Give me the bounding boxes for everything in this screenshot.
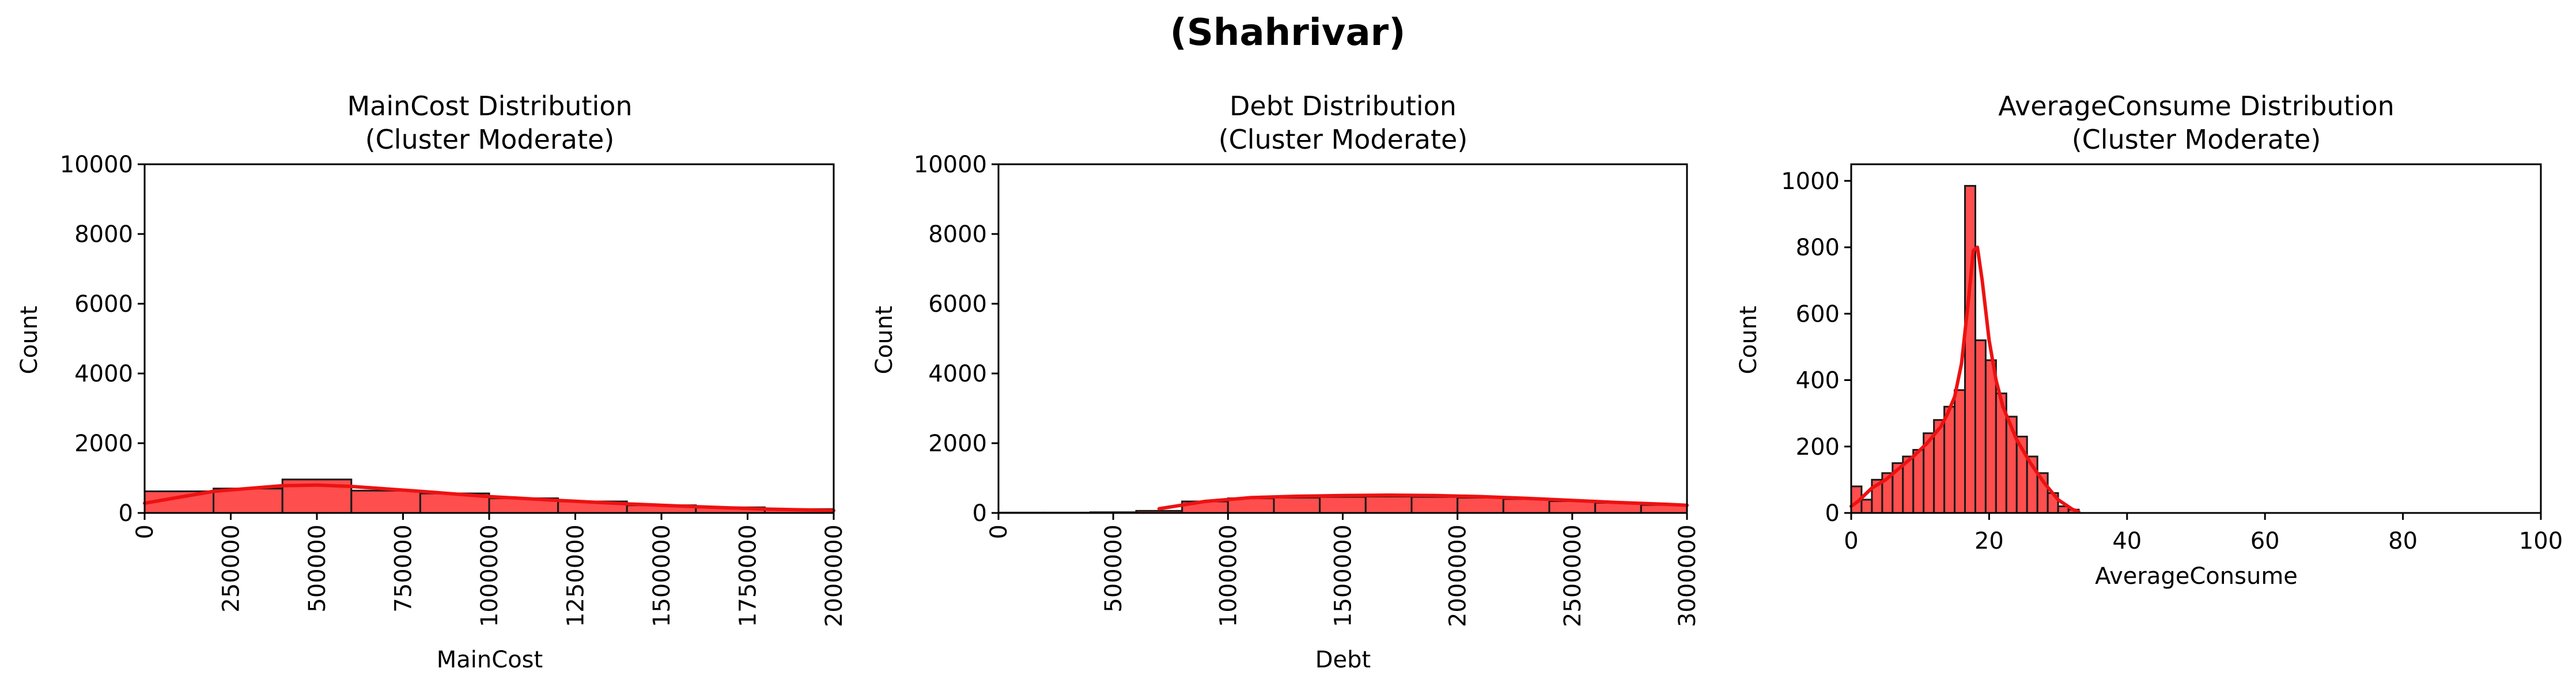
debt-bar [1319, 496, 1367, 514]
debt-xtick-label: 2500000 [1560, 524, 1586, 627]
panel-debt-ylabel: Count [871, 306, 898, 375]
panel-averageconsume-title-line2: (Cluster Moderate) [2072, 124, 2321, 155]
maincost-xtick-label: 1000000 [476, 524, 503, 627]
maincost-xtick-label: 1250000 [563, 524, 589, 627]
averageconsume-axes-frame [1850, 163, 2542, 514]
debt-kde-line [1157, 493, 1689, 511]
averageconsume-xtick-label: 80 [2388, 528, 2418, 554]
averageconsume-xtick-label: 20 [1974, 528, 2004, 554]
maincost-xtick-label: 750000 [391, 524, 417, 613]
debt-bar [1548, 500, 1597, 514]
maincost-ytick-label: 2000 [74, 431, 133, 457]
debt-bar [1502, 498, 1550, 514]
averageconsume-xtick-label: 60 [2250, 528, 2280, 554]
averageconsume-bar [1954, 389, 1966, 514]
maincost-xtick-label: 2000000 [821, 524, 848, 627]
panel-debt: Debt Distribution (Cluster Moderate) 0 20… [871, 90, 1701, 673]
maincost-xtick-label: 250000 [218, 524, 245, 613]
panel-maincost-plot-area: 0 2000 4000 6000 8000 10000 0 250000 500000 75000… [60, 152, 848, 627]
debt-bar [1273, 496, 1321, 514]
averageconsume-xtick-label: 40 [2112, 528, 2142, 554]
maincost-xtick-label: 1750000 [735, 524, 762, 627]
panel-maincost-xlabel: MainCost [437, 647, 543, 673]
debt-bar [1457, 496, 1504, 514]
maincost-bar [350, 489, 421, 514]
panel-maincost-ylabel: Count [16, 306, 43, 375]
averageconsume-xtick-label: 0 [1844, 528, 1858, 554]
averageconsume-ytick-label: 200 [1796, 434, 1840, 460]
panel-debt-title-line2: (Cluster Moderate) [1219, 124, 1468, 155]
figure-suptitle: (Shahrivar) [1170, 12, 1406, 54]
debt-ytick-label: 4000 [928, 361, 987, 387]
maincost-xtick-label: 500000 [304, 524, 331, 613]
maincost-ytick-label: 0 [119, 500, 133, 527]
averageconsume-xtick-label: 100 [2519, 528, 2563, 554]
averageconsume-bar [1860, 499, 1873, 514]
panel-maincost: MainCost Distribution (Cluster Moderate)… [16, 90, 848, 673]
maincost-axes-frame [143, 163, 835, 514]
debt-ytick-label: 0 [973, 500, 987, 527]
debt-xtick-label: 3000000 [1674, 524, 1701, 627]
averageconsume-bar [1912, 449, 1925, 514]
panel-averageconsume-title-line1: AverageConsume Distribution [1998, 90, 2395, 122]
averageconsume-ytick-label: 400 [1796, 368, 1840, 394]
debt-ytick-label: 8000 [928, 221, 987, 248]
panel-averageconsume-xlabel: AverageConsume [2095, 563, 2298, 590]
debt-bar [1364, 496, 1413, 514]
maincost-ytick-label: 6000 [74, 291, 133, 318]
averageconsume-bar [1984, 359, 1997, 514]
averageconsume-ytick-label: 0 [1825, 500, 1840, 527]
debt-axes-frame [997, 163, 1688, 514]
debt-xtick-label: 1000000 [1215, 524, 1242, 627]
averageconsume-kde-line [1849, 246, 2081, 514]
debt-xtick-label: 1500000 [1330, 524, 1357, 627]
maincost-ytick-label: 10000 [60, 152, 133, 178]
debt-ytick-label: 2000 [928, 431, 987, 457]
debt-xtick-label: 2000000 [1445, 524, 1472, 627]
averageconsume-bar [1943, 406, 1956, 514]
maincost-xtick-label: 1500000 [649, 524, 675, 627]
maincost-ytick-label: 8000 [74, 221, 133, 248]
panel-averageconsume-plot-area: 0 200 400 600 800 1000 0 20 40 60 80 100 [1781, 163, 2563, 554]
averageconsume-ytick-label: 800 [1796, 235, 1840, 261]
averageconsume-ytick-label: 1000 [1781, 168, 1840, 195]
panel-debt-xlabel: Debt [1315, 647, 1371, 673]
panel-averageconsume: AverageConsume Distribution (Cluster Mod… [1735, 90, 2563, 590]
panel-debt-title-line1: Debt Distribution [1230, 90, 1457, 122]
averageconsume-ytick-label: 600 [1796, 301, 1840, 327]
debt-ytick-label: 6000 [928, 291, 987, 318]
maincost-ytick-label: 4000 [74, 361, 133, 387]
panel-maincost-title-line2: (Cluster Moderate) [365, 124, 615, 155]
panel-maincost-title-line1: MainCost Distribution [347, 90, 632, 122]
averageconsume-bar [1964, 184, 1976, 514]
maincost-kde-line [143, 483, 835, 512]
averageconsume-bar [1974, 339, 1987, 514]
debt-bar [1410, 496, 1459, 514]
debt-xtick-label: 0 [986, 524, 1012, 539]
panel-averageconsume-ylabel: Count [1735, 306, 1762, 375]
debt-ytick-label: 10000 [914, 152, 987, 178]
debt-xtick-label: 500000 [1100, 524, 1127, 613]
panel-debt-plot-area: 0 2000 4000 6000 8000 10000 0 500000 1000000 1500… [914, 152, 1701, 627]
maincost-xtick-label: 0 [132, 524, 158, 539]
